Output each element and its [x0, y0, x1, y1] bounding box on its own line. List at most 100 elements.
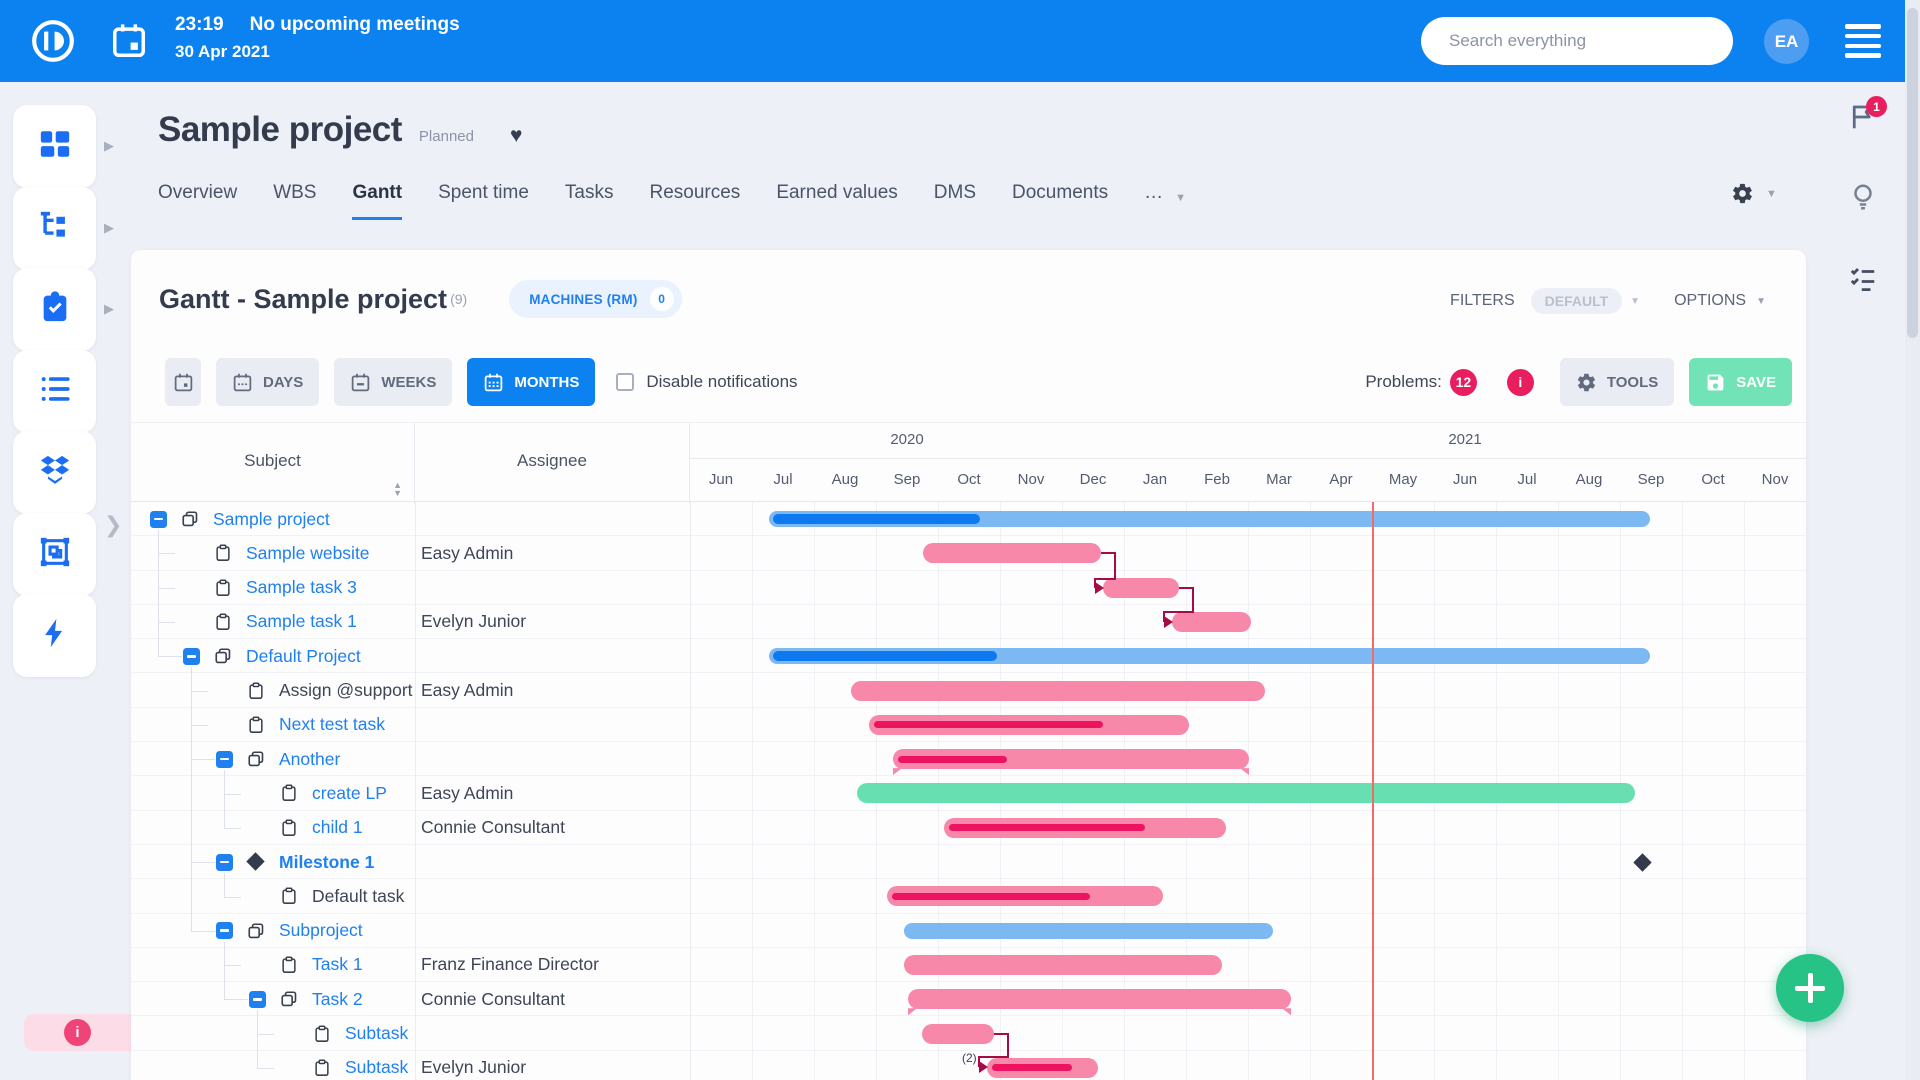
table-row[interactable]: [131, 674, 1806, 708]
user-avatar[interactable]: EA: [1764, 19, 1809, 64]
task-bar[interactable]: [1103, 577, 1179, 598]
subject-link[interactable]: Task 2: [312, 988, 363, 1009]
table-row[interactable]: [131, 948, 1806, 983]
collapse-expander[interactable]: [248, 990, 266, 1008]
weeks-button[interactable]: WEEKS: [334, 358, 453, 406]
table-row[interactable]: [131, 845, 1806, 880]
calendar-range-button[interactable]: [165, 358, 201, 406]
sidebar-flyout-caret[interactable]: ▶: [104, 301, 114, 316]
subject-link[interactable]: Assign @support: [279, 680, 413, 700]
subject-link[interactable]: Subtask: [345, 1057, 409, 1078]
table-row[interactable]: [131, 536, 1806, 571]
tools-button[interactable]: TOOLS: [1559, 358, 1675, 406]
page-scrollbar[interactable]: [1905, 0, 1920, 1080]
collapse-expander[interactable]: [215, 853, 233, 871]
subject-link[interactable]: Task 1: [312, 954, 363, 975]
subject-link[interactable]: Another: [279, 748, 341, 769]
info-button[interactable]: i: [64, 1019, 91, 1046]
filters-label[interactable]: FILTERS: [1450, 292, 1515, 309]
table-row[interactable]: [131, 639, 1806, 674]
filters-default-pill[interactable]: DEFAULT: [1530, 288, 1623, 314]
add-button[interactable]: [1776, 954, 1844, 1022]
task-bar[interactable]: [904, 954, 1222, 975]
sidebar-flyout-caret[interactable]: ▶: [104, 219, 114, 235]
tab-wbs[interactable]: WBS: [273, 182, 317, 203]
meetings-calendar-icon[interactable]: [110, 21, 148, 61]
project-bar[interactable]: [769, 648, 1650, 665]
subject-link[interactable]: Next test task: [279, 714, 386, 735]
bulb-icon[interactable]: [1848, 182, 1878, 212]
completed-task-bar[interactable]: [857, 783, 1635, 804]
subject-link[interactable]: Sample task 3: [246, 577, 357, 598]
subject-link[interactable]: Milestone 1: [279, 851, 375, 872]
table-row[interactable]: [131, 982, 1806, 1017]
task-bar[interactable]: [893, 749, 1249, 770]
flag-icon[interactable]: [1848, 102, 1878, 132]
subject-link[interactable]: Subproject: [279, 920, 363, 941]
table-row[interactable]: [131, 811, 1806, 845]
subject-link[interactable]: Sample task 1: [246, 611, 357, 632]
days-button[interactable]: DAYS: [216, 358, 320, 406]
subject-link[interactable]: Subtask: [345, 1023, 409, 1043]
subject-link[interactable]: create LP: [312, 782, 387, 803]
collapse-expander[interactable]: [215, 750, 233, 768]
sidebar-item-frame[interactable]: [13, 512, 96, 596]
assignee-column-header[interactable]: Assignee: [415, 423, 690, 503]
task-bar[interactable]: [944, 817, 1226, 838]
table-row[interactable]: [131, 776, 1806, 811]
machines-badge[interactable]: MACHINES (RM) 0: [509, 280, 682, 318]
checklist-icon[interactable]: [1848, 264, 1878, 294]
scrollbar-thumb[interactable]: [1907, 8, 1918, 338]
tab-dms[interactable]: DMS: [933, 182, 977, 203]
sidebar-item-clipboard-check[interactable]: [13, 268, 96, 351]
tab-documents[interactable]: Documents: [1012, 182, 1109, 203]
task-bar[interactable]: [887, 886, 1163, 907]
months-button[interactable]: MONTHS: [467, 358, 596, 406]
tab-tasks[interactable]: Tasks: [564, 182, 614, 203]
table-row[interactable]: [131, 708, 1806, 743]
task-bar[interactable]: [922, 1023, 994, 1044]
subject-link[interactable]: Sample website: [246, 542, 370, 563]
project-settings[interactable]: ▼: [1731, 182, 1777, 205]
disable-notifications-checkbox[interactable]: [616, 373, 635, 391]
subject-link[interactable]: Default Project: [246, 645, 361, 666]
tab-overview[interactable]: Overview: [158, 182, 238, 203]
task-bar[interactable]: [923, 543, 1101, 564]
favorite-heart-icon[interactable]: ♥: [509, 124, 523, 147]
subject-link[interactable]: Sample project: [213, 508, 330, 529]
tab-resources[interactable]: Resources: [649, 182, 741, 203]
collapse-expander[interactable]: [215, 922, 233, 940]
project-bar[interactable]: [904, 922, 1273, 939]
sidebar-flyout-caret[interactable]: ▶: [104, 138, 114, 153]
tab-[interactable]: …: [1144, 182, 1164, 203]
sidebar-item-dashboard[interactable]: [13, 105, 96, 188]
sidebar-item-list[interactable]: [13, 349, 96, 433]
table-row[interactable]: [131, 914, 1806, 948]
table-row[interactable]: [131, 605, 1806, 640]
info-icon[interactable]: i: [1506, 368, 1534, 396]
sidebar-item-tree[interactable]: [13, 186, 96, 270]
task-bar[interactable]: [869, 714, 1189, 735]
subject-column-header[interactable]: Subject ▲ ▼: [131, 423, 415, 503]
table-row[interactable]: [131, 1017, 1806, 1051]
task-bar[interactable]: [1172, 611, 1251, 632]
collapse-expander[interactable]: [182, 647, 200, 665]
save-button[interactable]: SAVE: [1689, 358, 1792, 406]
project-bar[interactable]: [769, 511, 1650, 527]
sidebar-item-dropbox[interactable]: [13, 431, 96, 514]
tab-earned-values[interactable]: Earned values: [776, 182, 898, 203]
task-bar[interactable]: [987, 1057, 1098, 1078]
table-row[interactable]: [131, 742, 1806, 777]
subject-link[interactable]: Default task: [312, 885, 405, 906]
collapse-expander[interactable]: [149, 510, 167, 528]
app-logo-icon[interactable]: [30, 18, 76, 64]
sort-icon[interactable]: ▲ ▼: [393, 480, 402, 498]
task-bar[interactable]: [908, 989, 1291, 1010]
table-row[interactable]: [131, 879, 1806, 914]
problems-count-badge[interactable]: 12: [1449, 368, 1477, 396]
task-bar[interactable]: [851, 680, 1265, 701]
sidebar-item-bolt[interactable]: [13, 594, 96, 677]
table-row[interactable]: [131, 571, 1806, 605]
options-label[interactable]: OPTIONS: [1674, 292, 1747, 309]
table-row[interactable]: [131, 502, 1806, 537]
